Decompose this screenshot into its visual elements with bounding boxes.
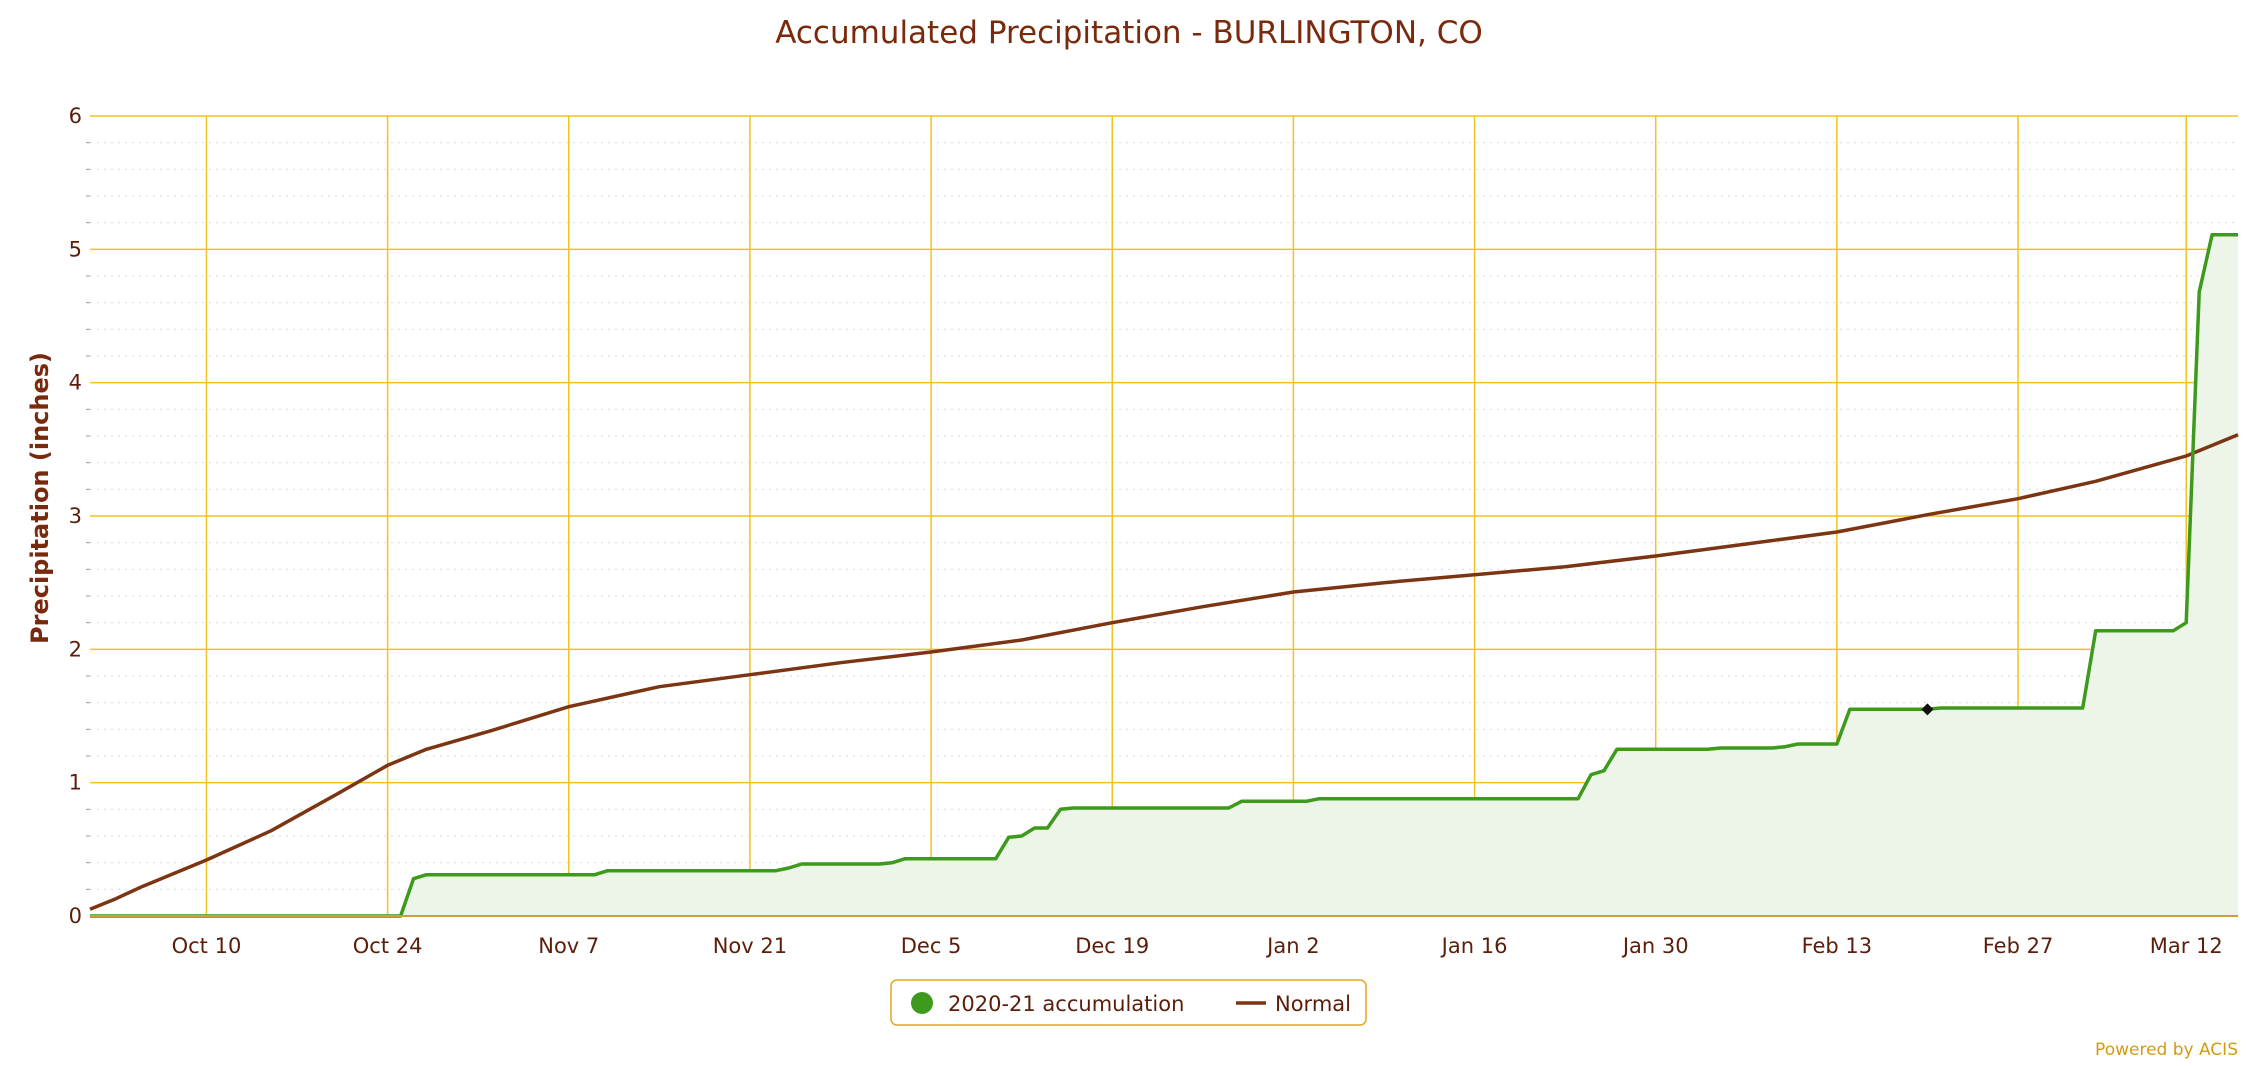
normal-line[interactable] (89, 433, 2239, 911)
y-tick-label: 6 (69, 104, 82, 128)
x-tick-label: Nov 21 (713, 934, 787, 958)
accumulation-area (90, 234, 2238, 916)
series-layer (89, 232, 2239, 918)
x-tick-label: Feb 13 (1802, 934, 1873, 958)
x-tick-label: Oct 24 (353, 934, 423, 958)
x-tick-label: Feb 27 (1983, 934, 2054, 958)
y-axis-label: Precipitation (inches) (26, 352, 54, 644)
x-tick-label: Mar 12 (2150, 934, 2223, 958)
y-tick-label: 1 (69, 771, 82, 795)
y-tick-label: 4 (69, 371, 82, 395)
legend-accumulation-swatch (911, 992, 933, 1014)
hover-marker[interactable] (1921, 703, 1934, 716)
accumulation-line[interactable] (90, 232, 2238, 918)
chart-title: Accumulated Precipitation - BURLINGTON, … (775, 15, 1483, 51)
x-tick-label: Jan 2 (1265, 934, 1319, 958)
y-tick-label: 0 (69, 904, 82, 928)
y-tick-label: 5 (69, 237, 82, 261)
y-tick-label: 2 (69, 637, 82, 661)
minor-gridlines (86, 142, 2238, 890)
major-gridlines (90, 115, 2238, 916)
legend-box (890, 979, 1367, 1026)
legend-normal-label: Normal (1275, 992, 1351, 1016)
legend-item-accumulation[interactable]: 2020-21 accumulation (911, 992, 1184, 1016)
legend-item-normal[interactable]: Normal (1236, 992, 1351, 1016)
y-axis-ticks: 0 1 2 3 4 5 6 (69, 104, 82, 928)
legend-accumulation-label: 2020-21 accumulation (948, 992, 1184, 1016)
legend[interactable]: 2020-21 accumulation Normal (890, 979, 1367, 1026)
x-tick-label: Dec 5 (901, 934, 962, 958)
x-tick-label: Jan 30 (1621, 934, 1689, 958)
x-tick-label: Dec 19 (1075, 934, 1149, 958)
y-tick-label: 3 (69, 504, 82, 528)
x-tick-label: Nov 7 (538, 934, 599, 958)
credit-link[interactable]: Powered by ACIS (2095, 1040, 2238, 1060)
x-tick-label: Jan 16 (1440, 934, 1508, 958)
x-axis-ticks: Oct 10 Oct 24 Nov 7 Nov 21 Dec 5 Dec 19 Jan 2 J… (172, 934, 2223, 958)
x-tick-label: Oct 10 (172, 934, 242, 958)
